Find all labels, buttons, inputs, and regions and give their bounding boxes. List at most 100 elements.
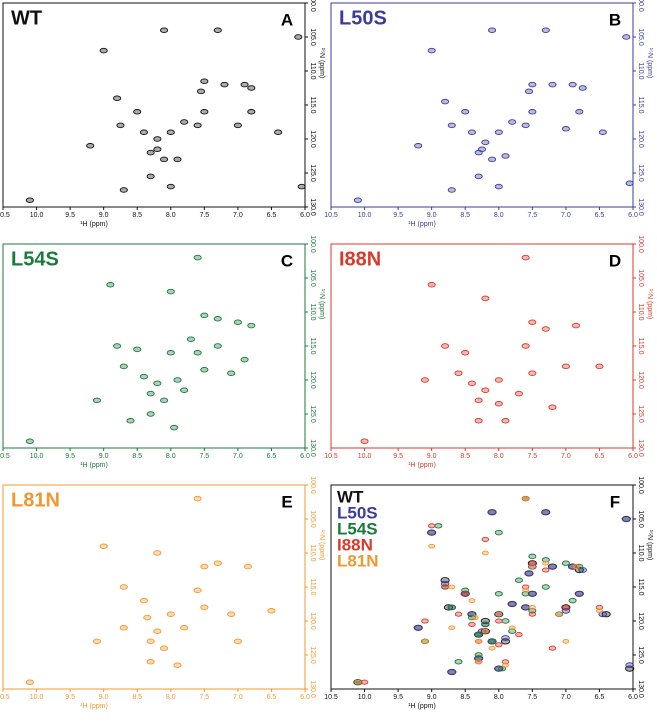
peak: [521, 254, 530, 261]
peak: [528, 109, 537, 115]
peak: [528, 564, 536, 569]
x-tick-label: 7.5: [199, 453, 209, 460]
y-tick-label: 130.0: [637, 198, 644, 216]
peak: [528, 81, 537, 88]
y-tick-label: 120.0: [637, 130, 644, 148]
x-tick-label: 7.0: [561, 694, 571, 701]
peak: [25, 679, 34, 685]
y-tick-label: 115.0: [637, 579, 644, 596]
peak: [200, 78, 209, 84]
y-tick-label: 120.0: [309, 612, 316, 630]
x-axis-label: ¹H (ppm): [80, 462, 108, 469]
peak: [475, 659, 483, 665]
peak: [227, 370, 236, 376]
peak: [92, 638, 102, 645]
peak: [441, 584, 449, 590]
peak: [542, 567, 550, 573]
y-tick-label: 110.0: [309, 304, 316, 321]
peak: [528, 590, 537, 597]
peak: [448, 584, 456, 590]
x-tick-label: 8.0: [494, 694, 504, 701]
peak: [25, 197, 34, 203]
peak: [528, 605, 536, 610]
peak: [427, 529, 436, 536]
panel-letter: F: [610, 492, 620, 511]
peak: [562, 639, 570, 644]
peak: [133, 346, 142, 353]
peak: [213, 343, 222, 349]
peak: [421, 618, 429, 624]
peak: [193, 350, 202, 356]
peak: [294, 34, 303, 40]
peak: [421, 639, 429, 644]
peak: [488, 645, 496, 651]
peak: [578, 85, 587, 91]
peak: [447, 604, 456, 611]
peak: [99, 47, 108, 54]
peak: [166, 350, 175, 356]
peak: [180, 119, 189, 125]
panel: 10.5 10.0 9.5 9.0 8.5 8.0 7.5 7.0 6.5 6.0 100.0 105…: [0, 0, 325, 228]
peak: [514, 390, 523, 397]
x-tick-label: 6.5: [267, 453, 277, 460]
peak: [170, 424, 179, 431]
peak: [119, 187, 128, 193]
peak: [139, 597, 148, 604]
peak: [501, 153, 510, 159]
x-tick-label: 9.0: [99, 212, 109, 219]
peak: [524, 88, 534, 95]
x-tick-label: 10.0: [358, 212, 372, 219]
peak: [541, 584, 550, 590]
y-tick-label: 125.0: [637, 164, 644, 182]
y-tick-label: 130.0: [637, 439, 644, 457]
x-tick-label: 10.5: [0, 212, 10, 219]
peak: [461, 350, 470, 356]
panel-letter: B: [609, 10, 621, 29]
panel-letter: C: [281, 251, 293, 270]
peak: [360, 679, 369, 685]
x-tick-label: 7.5: [527, 212, 537, 219]
panel: 10.5 10.0 9.5 9.0 8.5 8.0 7.5 7.0 6.5 6.0 100.0 105…: [324, 235, 653, 469]
peak: [481, 550, 489, 556]
y-axis-label: ¹⁵N (ppm): [318, 530, 325, 561]
peak: [494, 529, 503, 536]
peak: [495, 642, 503, 648]
y-axis-label: ¹⁵N (ppm): [646, 530, 653, 561]
peak: [507, 601, 517, 607]
peak: [474, 631, 483, 638]
panel: 10.5 10.0 9.5 9.0 8.5 8.0 7.5 7.0 6.5 6.0 100.0 105…: [324, 476, 653, 710]
panel-letter: E: [281, 492, 292, 511]
peak: [160, 645, 169, 651]
peak: [468, 598, 476, 603]
y-tick-label: 120.0: [637, 612, 644, 630]
peak: [461, 109, 470, 115]
peak: [113, 95, 122, 101]
x-tick-label: 7.0: [233, 212, 243, 219]
y-tick-label: 110.0: [637, 63, 644, 80]
peak: [427, 282, 436, 288]
peak: [474, 418, 483, 424]
x-axis-label: ¹H (ppm): [80, 221, 108, 228]
x-axis-label: ¹H (ppm): [408, 703, 436, 710]
peak: [528, 370, 537, 376]
peak: [548, 404, 557, 410]
y-tick-label: 120.0: [637, 371, 644, 389]
y-axis-label: ¹⁵N (ppm): [646, 289, 653, 320]
x-tick-label: 6.0: [628, 212, 638, 219]
peak: [193, 254, 202, 261]
peak: [541, 509, 551, 516]
peak: [119, 363, 128, 370]
peak: [475, 639, 483, 644]
y-tick-label: 125.0: [637, 405, 644, 423]
y-tick-label: 115.0: [637, 338, 644, 355]
y-tick-label: 130.0: [309, 439, 316, 457]
peak: [243, 563, 253, 570]
peak: [146, 149, 155, 156]
legend-entry: L81N: [337, 551, 379, 570]
x-tick-label: 8.0: [494, 212, 504, 219]
x-tick-label: 10.0: [358, 453, 372, 460]
peak: [625, 662, 634, 669]
x-tick-label: 8.5: [132, 212, 142, 219]
x-tick-label: 7.5: [199, 694, 209, 701]
peak: [467, 380, 476, 387]
